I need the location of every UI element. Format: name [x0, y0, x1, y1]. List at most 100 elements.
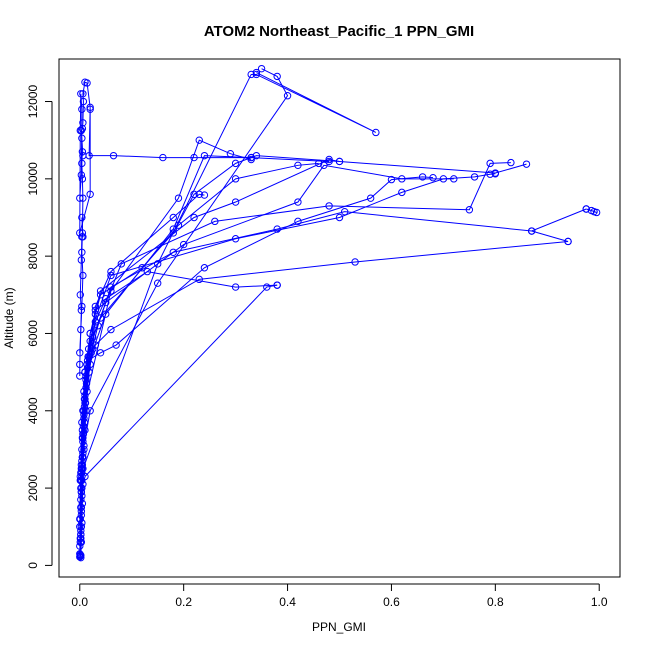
series-lines — [79, 68, 597, 558]
data-point — [77, 507, 86, 515]
data-point — [76, 291, 85, 299]
data-point — [78, 229, 87, 237]
data-point — [86, 190, 94, 199]
data-point — [77, 465, 86, 473]
data-point — [340, 207, 349, 216]
data-point — [89, 333, 97, 342]
data-point — [79, 194, 87, 202]
data-point — [486, 170, 494, 178]
data-point — [112, 341, 120, 349]
chart-title: ATOM2 Northeast_Pacific_1 PPN_GMI — [204, 23, 474, 40]
data-point — [564, 237, 572, 246]
data-point — [169, 229, 177, 237]
data-point — [153, 260, 162, 268]
data-point — [195, 136, 203, 144]
data-point — [79, 407, 87, 415]
data-point — [335, 213, 344, 222]
data-point — [179, 240, 188, 249]
data-point — [522, 160, 531, 168]
data-point — [491, 170, 500, 178]
data-point — [86, 329, 94, 338]
data-point — [77, 511, 86, 519]
data-point — [77, 484, 85, 492]
data-point — [82, 407, 90, 415]
data-point — [252, 68, 261, 77]
data-point — [231, 159, 240, 168]
y-tick-label: 12000 — [26, 85, 40, 119]
data-point — [470, 173, 479, 181]
y-tick-label: 8000 — [26, 242, 40, 269]
data-point — [78, 213, 86, 222]
data-point — [78, 148, 87, 156]
data-point — [81, 368, 89, 376]
data-point — [231, 283, 240, 291]
data-point — [351, 258, 359, 266]
data-point — [294, 217, 302, 226]
data-point — [294, 198, 302, 206]
data-point — [94, 322, 102, 330]
data-point — [283, 92, 292, 100]
data-point — [78, 248, 86, 256]
data-point — [83, 360, 91, 369]
data-point — [79, 233, 87, 241]
data-point — [429, 173, 437, 182]
data-point — [117, 260, 126, 268]
data-point — [81, 472, 89, 481]
data-point — [247, 153, 255, 162]
data-point — [102, 298, 110, 307]
y-tick-label: 10000 — [26, 162, 40, 196]
data-point — [107, 271, 115, 280]
data-point — [78, 159, 86, 168]
y-tick-label: 0 — [26, 562, 40, 569]
data-point — [80, 387, 88, 396]
data-point — [79, 430, 88, 438]
data-point — [507, 158, 515, 167]
data-point — [252, 151, 261, 160]
data-point — [86, 105, 94, 113]
y-tick-label: 2000 — [26, 474, 40, 501]
data-point — [366, 194, 375, 202]
data-point — [320, 161, 328, 170]
data-point — [102, 310, 110, 318]
data-point — [76, 550, 84, 558]
data-point — [78, 445, 86, 454]
data-point — [77, 503, 85, 512]
data-point — [143, 267, 152, 276]
data-point — [76, 538, 85, 546]
data-point — [247, 155, 255, 164]
x-tick-label: 0.2 — [175, 595, 192, 609]
data-point — [81, 426, 89, 434]
x-axis: 0.0 0.2 0.4 0.6 0.8 1.0 — [71, 583, 608, 609]
plot-area — [58, 58, 621, 578]
data-point — [78, 134, 86, 142]
data-point — [200, 151, 209, 160]
data-point — [79, 422, 88, 430]
data-point — [78, 492, 86, 500]
data-point — [294, 161, 302, 170]
data-point — [80, 418, 89, 427]
data-point — [78, 457, 86, 465]
data-point — [86, 337, 94, 345]
x-tick-label: 0.6 — [383, 595, 400, 609]
data-point — [83, 387, 91, 396]
data-point — [77, 526, 85, 535]
data-point — [79, 453, 87, 461]
data-point — [79, 438, 87, 446]
data-point — [387, 175, 396, 184]
data-point — [107, 267, 115, 276]
data-point — [273, 72, 281, 81]
data-point — [91, 318, 100, 326]
data-point — [257, 64, 266, 73]
data-point — [78, 105, 86, 113]
data-point — [76, 360, 84, 369]
data-point — [582, 205, 590, 213]
data-point — [527, 227, 536, 235]
data-point — [195, 275, 203, 284]
data-point — [325, 157, 333, 166]
data-point — [231, 198, 240, 206]
data-point — [96, 314, 105, 322]
data-point — [86, 407, 94, 415]
data-point — [325, 202, 333, 210]
data-point — [465, 206, 474, 214]
